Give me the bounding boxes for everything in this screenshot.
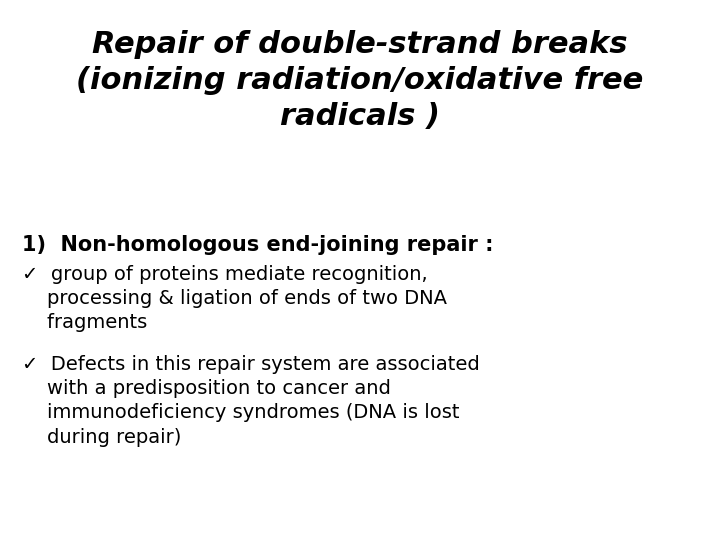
Text: ✓  group of proteins mediate recognition,
    processing & ligation of ends of t: ✓ group of proteins mediate recognition,… [22,265,447,333]
Text: Repair of double-strand breaks
(ionizing radiation/oxidative free
radicals ): Repair of double-strand breaks (ionizing… [76,30,644,131]
Text: 1)  Non-homologous end-joining repair :: 1) Non-homologous end-joining repair : [22,235,493,255]
Text: ✓  Defects in this repair system are associated
    with a predisposition to can: ✓ Defects in this repair system are asso… [22,355,480,447]
